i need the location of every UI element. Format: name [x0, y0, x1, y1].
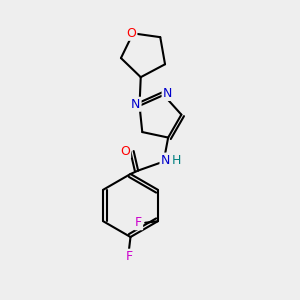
Text: H: H — [172, 154, 181, 166]
Text: N: N — [163, 87, 172, 100]
Text: N: N — [131, 98, 141, 111]
Text: O: O — [120, 145, 130, 158]
Text: F: F — [135, 216, 142, 229]
Text: N: N — [160, 154, 170, 166]
Text: O: O — [127, 27, 136, 40]
Text: F: F — [125, 250, 133, 263]
